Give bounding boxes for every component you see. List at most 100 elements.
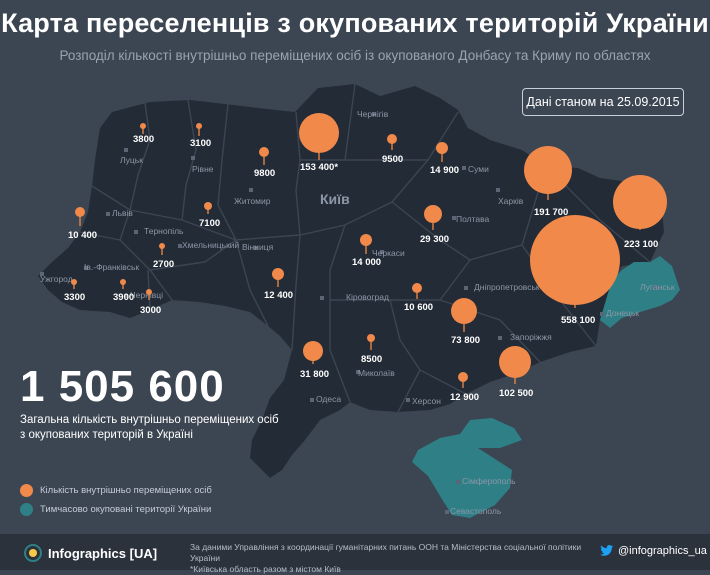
bubble-value: 10 400 <box>68 230 97 241</box>
bubble-circle <box>436 142 448 154</box>
total-caption-line1: Загальна кількість внутрішньо переміщени… <box>20 414 279 426</box>
bubble-kyiv: 153 400* <box>299 113 339 173</box>
bubble-circle <box>451 298 477 324</box>
bubble-value: 10 600 <box>404 302 433 313</box>
brand[interactable]: Infographics [UA] <box>24 544 157 562</box>
region-label-odesa: Одеса <box>316 394 341 404</box>
bubble-circle <box>303 341 323 361</box>
total-count: 1 505 600 <box>20 362 225 411</box>
brand-label: Infographics [UA] <box>48 545 158 561</box>
bubble-value: 8500 <box>361 354 382 365</box>
region-name-labels: Луцьк Рівне Житомир Чернігів Суми Харків… <box>40 109 675 516</box>
bubble-volyn: 3800 <box>133 123 154 145</box>
total-caption: Загальна кількість внутрішньо переміщени… <box>20 413 300 443</box>
bubble-value: 191 700 <box>534 207 568 218</box>
bubble-luhansk: 223 100 <box>613 175 667 250</box>
bubble-circle <box>499 346 531 378</box>
bubble-khmelnytskyi: 7100 <box>199 202 220 229</box>
bubble-value: 3800 <box>133 134 154 145</box>
bubble-circle <box>75 207 85 217</box>
ukraine-map: Луцьк Рівне Житомир Чернігів Суми Харків… <box>38 83 680 518</box>
mainland-shape <box>38 84 664 478</box>
bubble-value: 14 900 <box>430 165 459 176</box>
region-label-sevastopol: Севастополь <box>450 506 502 516</box>
bubble-ternopil: 2700 <box>153 243 174 270</box>
footer: Infographics [UA] За даними Управління з… <box>0 534 710 574</box>
bubble-circle <box>530 215 620 305</box>
footnote-line: *Київська область разом з містом Київ <box>190 564 341 574</box>
region-label-kropyvnytskyi: Кіровоград <box>346 292 389 302</box>
bubble-circle <box>272 268 284 280</box>
region-label-zhytomyr: Житомир <box>234 196 271 206</box>
region-label-ternopil: Тернопіль <box>144 226 184 236</box>
bubble-mykolaiv: 8500 <box>361 334 382 365</box>
bubble-circle <box>259 147 269 157</box>
bubble-circle <box>412 283 422 293</box>
bubble-circle <box>299 113 339 153</box>
bubble-value: 558 100 <box>561 315 595 326</box>
bubble-poltava: 29 300 <box>420 205 449 245</box>
legend-orange-dot-icon <box>20 483 33 497</box>
bubble-value: 73 800 <box>451 335 480 346</box>
region-label-chernihiv: Чернігів <box>357 109 389 119</box>
region-label-rivne: Рівне <box>192 164 214 174</box>
bubble-circle <box>360 234 372 246</box>
bubble-value: 3000 <box>140 305 161 316</box>
bubble-cherkasy: 14 000 <box>352 234 381 268</box>
bubble-circle <box>196 123 202 129</box>
bubble-value: 7100 <box>199 218 220 229</box>
bubble-value: 2700 <box>153 259 174 270</box>
crimea-shape <box>412 418 522 518</box>
bubble-sumy: 14 900 <box>430 142 459 176</box>
brand-logo-icon <box>24 544 42 562</box>
bubble-circle <box>424 205 442 223</box>
bubble-value: 223 100 <box>624 239 658 250</box>
region-label-simferopol: Сімферополь <box>462 476 516 486</box>
legend-label: Кількість внутрішньо переміщених осіб <box>40 484 212 496</box>
region-label-zaporizhzhia: Запоріжжя <box>510 332 552 342</box>
region-label-donetsk: Донецьк <box>606 308 639 318</box>
bubble-zaporizhzhia: 102 500 <box>499 346 533 399</box>
bubble-zhytomyr: 9800 <box>254 147 275 179</box>
region-label-khmelnytskyi: Хмельницький <box>182 240 240 250</box>
city-markers <box>40 112 658 514</box>
bubble-circle <box>140 123 146 129</box>
region-label-poltava: Полтава <box>456 214 490 224</box>
capital-label-kyiv: Київ <box>320 191 350 207</box>
region-label-dnipro: Дніпропетровськ <box>474 282 540 292</box>
bubble-value: 12 400 <box>264 290 293 301</box>
region-label-uzhhorod: Ужгород <box>40 274 73 284</box>
bubble-circle <box>613 175 667 229</box>
bubble-circle <box>146 289 152 295</box>
region-label-vinnytsia: Вінниця <box>242 242 274 252</box>
bubble-circle <box>458 372 468 382</box>
region-label-chernivtsi: Чернівці <box>130 290 163 300</box>
bubble-value: 102 500 <box>499 388 533 399</box>
bubble-circle <box>120 279 126 285</box>
bubble-donetsk: 558 100 <box>530 215 620 326</box>
bubble-circle <box>524 146 572 194</box>
bubble-value: 3900 <box>113 292 134 303</box>
bubble-kirovohrad: 10 600 <box>404 283 433 313</box>
bubble-value: 31 800 <box>300 369 329 380</box>
region-label-lutsk: Луцьк <box>120 155 143 165</box>
bubble-circle <box>387 134 397 144</box>
bubble-vinnytsia: 12 400 <box>264 268 293 301</box>
idp-bubbles: 3800 3100 9800 153 400* 9500 14 900 <box>64 113 667 403</box>
legend: Кількість внутрішньо переміщених осіб Ти… <box>20 481 212 518</box>
date-badge: Дані станом на 25.09.2015 <box>522 88 684 116</box>
bubble-chernivtsi: 3000 <box>140 289 161 316</box>
bubble-value: 3100 <box>190 138 211 149</box>
bubble-kherson: 12 900 <box>450 372 479 403</box>
twitter-bird-icon <box>600 545 614 556</box>
bubble-chernihiv: 9500 <box>382 134 403 165</box>
region-label-luhansk: Луганськ <box>640 282 675 292</box>
twitter-handle[interactable]: @infographics_ua <box>600 545 707 557</box>
source-note: За даними Управління з координації гуман… <box>190 542 590 575</box>
bubble-circle <box>71 279 77 285</box>
bubble-circle <box>159 243 165 249</box>
bubble-value: 153 400* <box>300 162 338 173</box>
bubble-lviv: 10 400 <box>68 207 97 241</box>
bubble-value: 12 900 <box>450 392 479 403</box>
legend-item-occupied: Тимчасово окуповані території України <box>20 500 212 518</box>
